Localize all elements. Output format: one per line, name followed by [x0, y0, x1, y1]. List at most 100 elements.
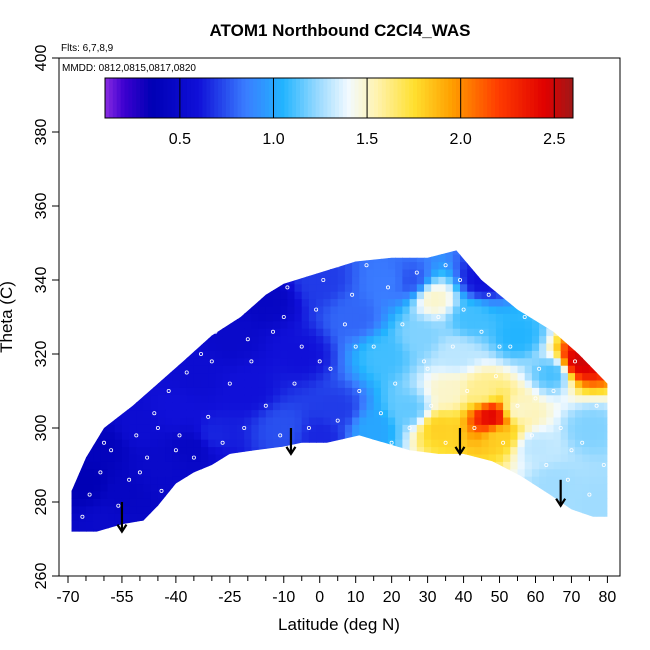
heatmap-cell — [446, 239, 454, 247]
heatmap-cell — [294, 305, 303, 314]
heatmap-cell — [452, 372, 461, 381]
heatmap-cell — [553, 291, 562, 300]
heatmap-cell — [100, 342, 109, 351]
heatmap-cell — [287, 513, 296, 522]
heatmap-cell — [265, 276, 274, 285]
heatmap-cell — [510, 461, 519, 470]
heatmap-cell — [582, 520, 590, 529]
heatmap-cell — [337, 298, 346, 307]
heatmap-cell — [215, 379, 224, 388]
heatmap-cell — [179, 446, 188, 455]
heatmap-cell — [416, 453, 425, 462]
heatmap-cell — [452, 505, 461, 514]
heatmap-cell — [86, 283, 94, 292]
heatmap-cell — [258, 520, 267, 529]
heatmap-cell — [258, 365, 267, 374]
heatmap-cell — [157, 409, 166, 418]
heatmap-cell — [165, 313, 173, 322]
heatmap-cell — [301, 320, 310, 329]
colorbar-segment — [264, 78, 270, 118]
heatmap-cell — [539, 320, 547, 329]
heatmap-cell — [251, 254, 260, 263]
heatmap-cell — [114, 261, 123, 270]
heatmap-cell — [409, 313, 418, 322]
heatmap-cell — [380, 350, 389, 359]
heatmap-cell — [129, 527, 137, 532]
heatmap-cell — [582, 254, 590, 263]
heatmap-cell — [546, 320, 555, 329]
heatmap-cell — [337, 365, 346, 374]
heatmap-cell — [373, 387, 382, 396]
arrow — [454, 428, 466, 456]
heatmap-cell — [345, 239, 353, 247]
heatmap-cell — [208, 409, 216, 418]
heatmap-cell — [301, 461, 310, 470]
heatmap-cell — [157, 468, 166, 477]
heatmap-cell — [337, 313, 346, 322]
heatmap-cell — [460, 394, 468, 403]
heatmap-cell — [308, 387, 317, 396]
heatmap-cell — [524, 379, 533, 388]
heatmap-cell — [603, 446, 608, 455]
heatmap-cell — [258, 402, 267, 411]
heatmap-cell — [553, 394, 562, 403]
heatmap-cell — [330, 498, 339, 507]
heatmap-cell — [114, 394, 123, 403]
heatmap-cell — [287, 305, 296, 314]
heatmap-cell — [582, 468, 590, 477]
heatmap-cell — [266, 535, 274, 543]
heatmap-cell — [93, 342, 101, 351]
heatmap-cell — [273, 446, 281, 455]
heatmap-cell — [222, 490, 231, 499]
heatmap-cell — [416, 250, 425, 255]
heatmap-cell — [121, 431, 130, 440]
heatmap-cell — [280, 328, 288, 337]
heatmap-cell — [388, 468, 396, 477]
heatmap-cell — [495, 520, 504, 529]
heatmap-cell — [280, 431, 288, 440]
heatmap-cell — [301, 446, 310, 455]
heatmap-cell — [179, 291, 188, 300]
heatmap-cell — [172, 394, 181, 403]
heatmap-cell — [416, 328, 425, 337]
heatmap-cell — [157, 328, 166, 337]
heatmap-cell — [503, 535, 511, 543]
heatmap-cell — [596, 335, 605, 344]
heatmap-cell — [575, 394, 583, 403]
heatmap-cell — [352, 276, 360, 285]
heatmap-cell — [165, 283, 173, 292]
heatmap-cell — [438, 239, 446, 247]
heatmap-cell — [114, 498, 123, 507]
heatmap-cell — [143, 409, 152, 418]
heatmap-cell — [265, 527, 274, 532]
heatmap-cell — [165, 305, 173, 314]
heatmap-cell — [93, 320, 101, 329]
colorbar-segment — [565, 78, 570, 118]
heatmap-cell — [424, 254, 432, 263]
heatmap-cell — [265, 453, 274, 462]
heatmap-cell — [215, 513, 224, 522]
heatmap-cell — [567, 335, 576, 344]
colorbar-segment — [335, 78, 340, 118]
heatmap-cell — [517, 379, 526, 388]
heatmap-cell — [107, 298, 116, 307]
heatmap-cell — [129, 305, 137, 314]
heatmap-cell — [589, 291, 598, 300]
heatmap-cell — [258, 291, 267, 300]
heatmap-cell — [244, 483, 252, 492]
heatmap-cell — [481, 283, 490, 292]
heatmap-cell — [251, 535, 259, 543]
heatmap-cell — [229, 261, 238, 270]
heatmap-cell — [251, 387, 260, 396]
heatmap-cell — [524, 313, 533, 322]
heatmap-cell — [567, 350, 576, 359]
heatmap-cell — [244, 250, 252, 255]
sample-point — [263, 403, 268, 408]
heatmap-cell — [337, 357, 346, 366]
heatmap-cell — [366, 513, 375, 522]
heatmap-cell — [215, 527, 224, 532]
heatmap-cell — [474, 291, 483, 300]
heatmap-cell — [431, 505, 439, 514]
heatmap-cell — [316, 527, 324, 532]
heatmap-cell — [86, 409, 94, 418]
